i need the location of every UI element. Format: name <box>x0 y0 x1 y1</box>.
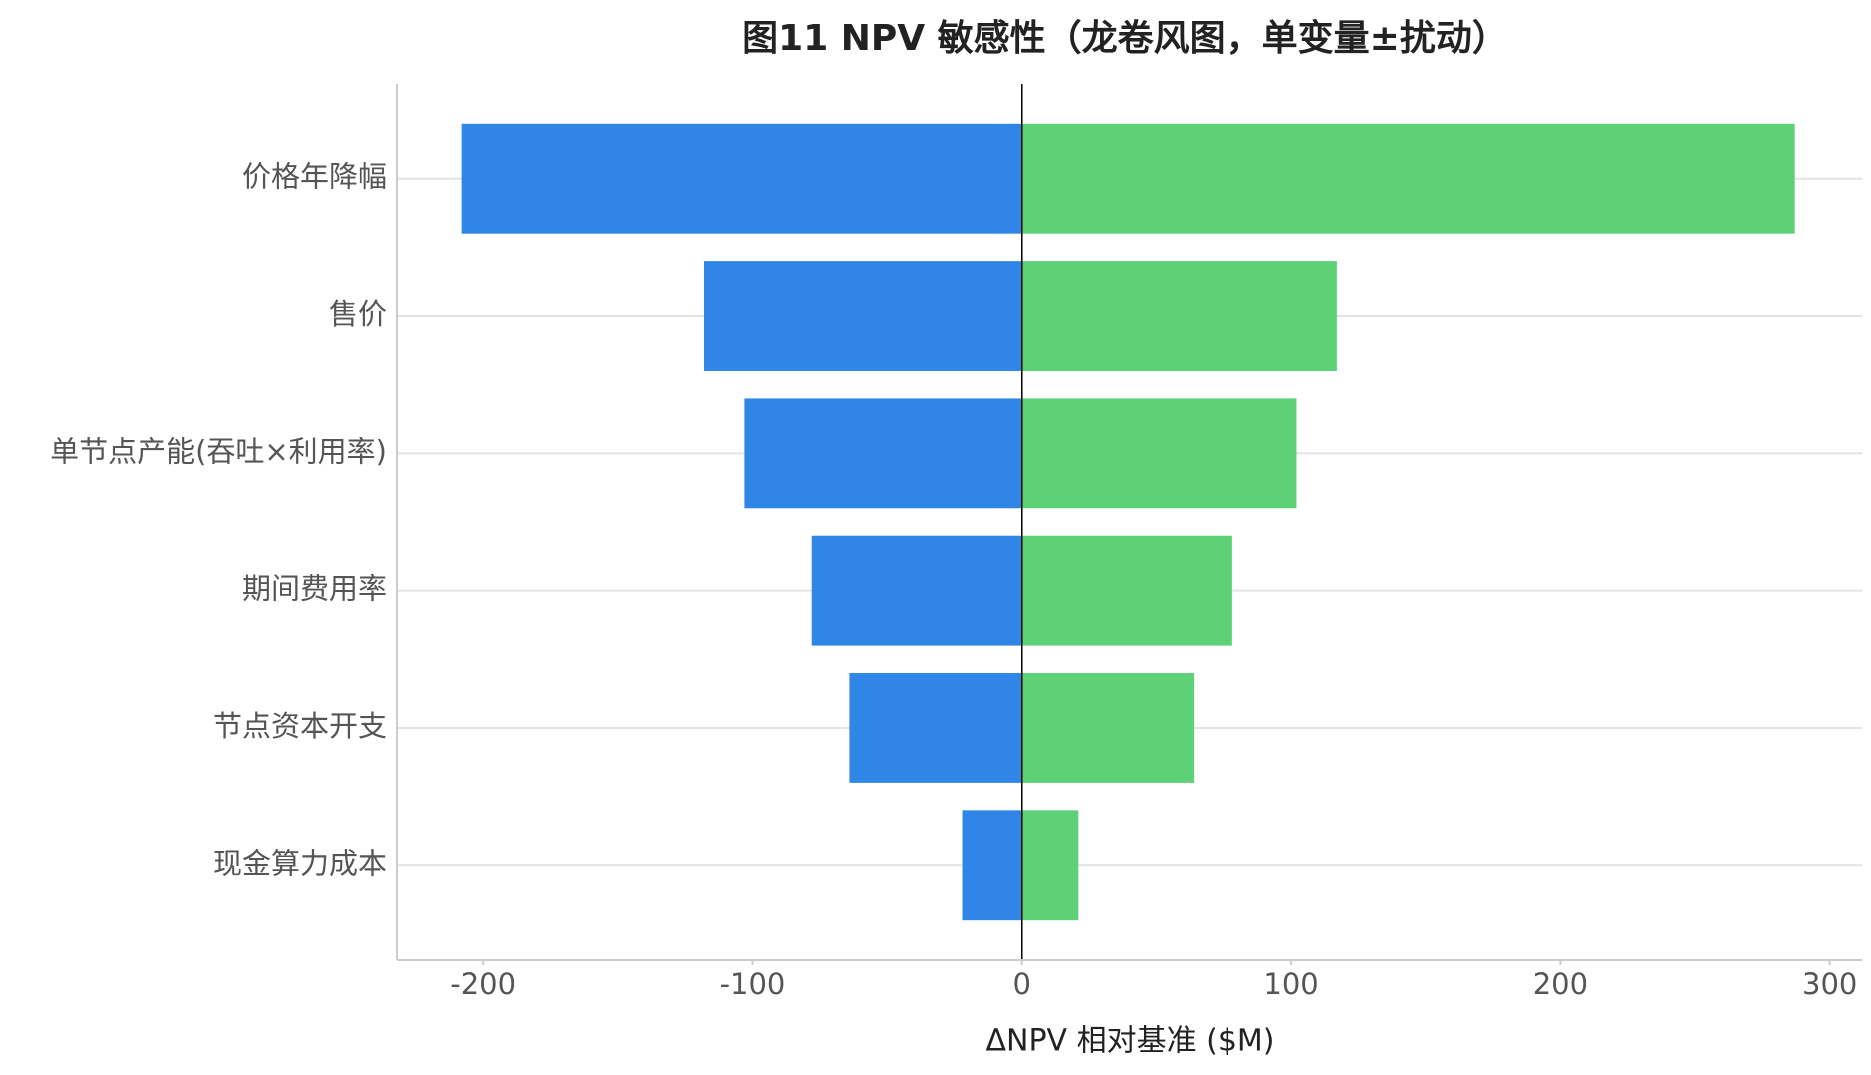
bar <box>849 673 1022 783</box>
x-tick-label: 0 <box>1013 967 1031 1001</box>
bar <box>1021 810 1079 921</box>
y-tick-label: 现金算力成本 <box>213 846 387 880</box>
x-tick-label: 300 <box>1802 967 1857 1001</box>
bar <box>1021 398 1297 509</box>
bar <box>1021 673 1195 783</box>
x-tick-label: 100 <box>1263 967 1318 1001</box>
y-tick-label: 期间费用率 <box>242 572 387 606</box>
bar <box>811 535 1022 646</box>
bar <box>962 810 1022 921</box>
bar <box>461 123 1022 234</box>
y-tick-label: 售价 <box>329 297 387 331</box>
y-tick-label: 节点资本开支 <box>213 709 387 743</box>
x-axis-label: ΔNPV 相对基准 ($M) <box>985 1024 1274 1059</box>
bar <box>1021 535 1232 646</box>
y-tick-label: 单节点产能(吞吐×利用率) <box>50 434 387 468</box>
y-tick-label: 价格年降幅 <box>242 160 387 194</box>
x-tick-label: -100 <box>720 967 786 1001</box>
x-tick-label: 200 <box>1533 967 1588 1001</box>
bar <box>704 261 1022 371</box>
x-tick-label: -200 <box>450 967 516 1001</box>
bar <box>1021 261 1337 371</box>
chart-title: 图11 NPV 敏感性（龙卷风图，单变量±扰动） <box>742 17 1508 59</box>
bar <box>744 398 1022 509</box>
bar <box>1021 123 1795 234</box>
